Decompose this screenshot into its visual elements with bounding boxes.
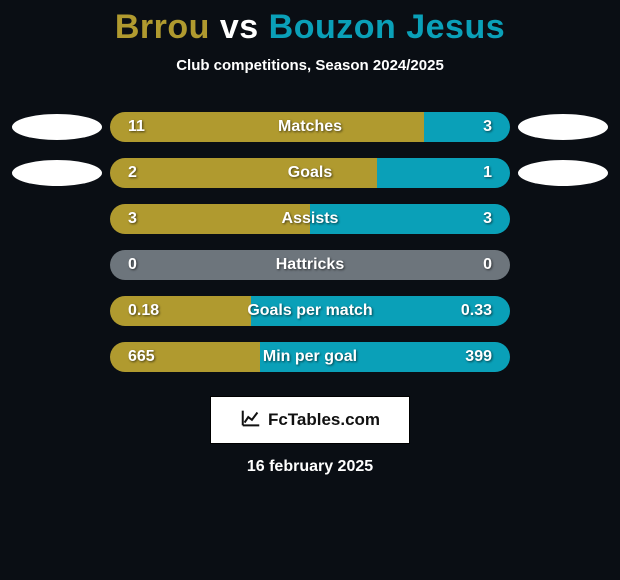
title-player2: Bouzon Jesus [269,8,505,46]
bar-right [260,342,510,372]
stat-row: Goals per match0.180.33 [0,288,620,334]
stat-bar [110,250,510,280]
stat-row: Min per goal665399 [0,334,620,380]
badge-left [12,114,102,140]
site-name: FcTables.com [268,410,380,430]
stats-chart: Matches113Goals21Assists33Hattricks00Goa… [0,104,620,380]
chart-icon [240,407,262,434]
title-vs: vs [220,8,259,46]
stat-bar [110,158,510,188]
badge-right [518,160,608,186]
footer-date: 16 february 2025 [0,458,620,476]
bar-left [110,158,377,188]
stat-row: Assists33 [0,196,620,242]
stat-bar [110,296,510,326]
stat-row: Matches113 [0,104,620,150]
stat-row: Hattricks00 [0,242,620,288]
bar-left [110,342,260,372]
subtitle: Club competitions, Season 2024/2025 [0,57,620,74]
bar-right [424,112,510,142]
bar-right [251,296,510,326]
badge-left [12,160,102,186]
page-title: Brrou vs Bouzon Jesus [0,8,620,47]
stat-bar [110,112,510,142]
bar-neutral [110,250,510,280]
site-badge[interactable]: FcTables.com [210,396,410,444]
bar-left [110,296,251,326]
bar-right [310,204,510,234]
stat-bar [110,204,510,234]
comparison-card: Brrou vs Bouzon Jesus Club competitions,… [0,0,620,580]
title-player1: Brrou [115,8,210,46]
stat-bar [110,342,510,372]
badge-right [518,114,608,140]
bar-right [377,158,510,188]
bar-left [110,112,424,142]
stat-row: Goals21 [0,150,620,196]
bar-left [110,204,310,234]
